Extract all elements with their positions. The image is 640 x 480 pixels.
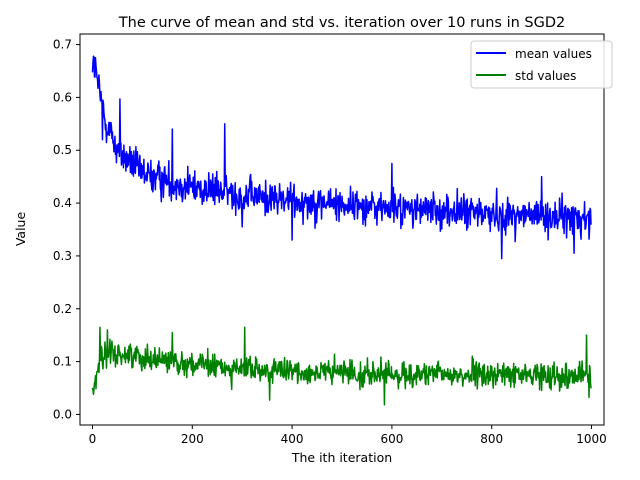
y-tick-label: 0.0 xyxy=(53,407,72,421)
series-line-std-values xyxy=(91,326,592,406)
legend-label-mean: mean values xyxy=(515,47,592,61)
y-tick-label: 0.2 xyxy=(53,302,72,316)
plot-area xyxy=(79,33,605,426)
y-tick-label: 0.6 xyxy=(53,90,72,104)
series-layer xyxy=(91,55,592,406)
y-tick-label: 0.4 xyxy=(53,196,72,210)
y-tick-label: 0.7 xyxy=(53,38,72,52)
x-tick-label: 600 xyxy=(380,432,403,446)
series-line-mean-values xyxy=(91,55,592,260)
legend: mean values std values xyxy=(470,40,613,89)
x-axis-ticks: 0 200 400 600 800 1000 xyxy=(89,425,607,446)
legend-box xyxy=(470,40,613,89)
x-axis-label: The ith iteration xyxy=(291,450,392,465)
chart-title: The curve of mean and std vs. iteration … xyxy=(118,15,565,31)
x-tick-label: 0 xyxy=(89,432,97,446)
x-tick-label: 400 xyxy=(281,432,304,446)
plot-frame xyxy=(79,33,605,426)
x-tick-label: 800 xyxy=(480,432,503,446)
x-tick-label: 200 xyxy=(181,432,204,446)
y-axis-ticks: 0.0 0.1 0.2 0.3 0.4 0.5 0.6 0.7 xyxy=(53,38,80,421)
y-axis-label: Value xyxy=(13,212,28,247)
x-tick-label: 1000 xyxy=(576,432,607,446)
y-tick-label: 0.1 xyxy=(53,355,72,369)
y-tick-label: 0.5 xyxy=(53,143,72,157)
y-tick-label: 0.3 xyxy=(53,249,72,263)
legend-label-std: std values xyxy=(515,69,576,83)
